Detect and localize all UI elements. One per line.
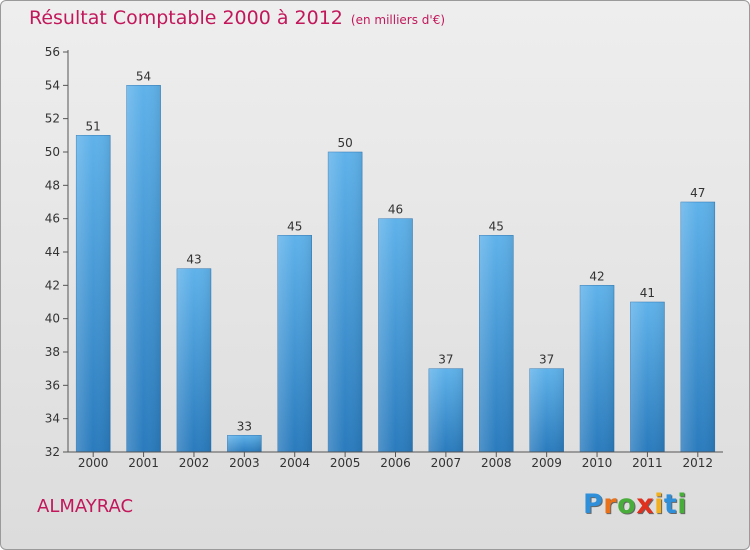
bar-highlight xyxy=(176,268,211,452)
bar-2000[interactable]: 51 xyxy=(75,119,111,453)
y-tick-label: 50 xyxy=(45,145,60,159)
bar-value-label: 45 xyxy=(489,219,504,233)
bar-value-label: 33 xyxy=(237,419,252,433)
brand-logo[interactable]: Proxiti xyxy=(583,489,687,520)
bar-highlight xyxy=(328,152,363,452)
bar-2010[interactable]: 42 xyxy=(579,269,615,453)
bar-2003[interactable]: 33 xyxy=(227,419,262,453)
y-tick-label: 42 xyxy=(45,278,60,292)
logo-letter: x xyxy=(636,489,655,520)
logo-letter: o xyxy=(617,489,637,520)
y-axis: 32 34 36 38 40 42 44 46 48 50 52 54 56 xyxy=(45,45,69,459)
bar-highlight xyxy=(529,368,564,452)
bars: 51 54 43 33 45 50 46 37 45 37 42 41 47 xyxy=(75,69,716,453)
x-tick-label: 2005 xyxy=(330,456,361,470)
y-tick-label: 32 xyxy=(45,445,60,459)
y-tick-label: 56 xyxy=(45,45,60,59)
bar-value-label: 37 xyxy=(539,353,554,367)
bar-highlight xyxy=(76,135,111,453)
bar-highlight xyxy=(428,368,463,452)
logo-letter: P xyxy=(583,489,604,520)
x-tick-label: 2000 xyxy=(78,456,109,470)
logo-letter: t xyxy=(663,489,678,520)
bar-value-label: 47 xyxy=(690,186,705,200)
y-tick-label: 54 xyxy=(45,78,60,92)
y-tick-label: 44 xyxy=(45,245,60,259)
logo-letter: i xyxy=(677,489,688,520)
logo-letter: i xyxy=(654,489,664,520)
bar-value-label: 43 xyxy=(186,253,201,267)
x-tick-label: 2004 xyxy=(279,456,310,470)
bar-2007[interactable]: 37 xyxy=(428,353,464,453)
x-tick-label: 2003 xyxy=(229,456,260,470)
logo-letter: r xyxy=(603,489,618,520)
x-tick-label: 2001 xyxy=(128,456,159,470)
location-name: ALMAYRAC xyxy=(37,496,134,517)
x-tick-label: 2006 xyxy=(380,456,411,470)
chart-title-block: Résultat Comptable 2000 à 2012 (en millie… xyxy=(29,7,445,29)
x-tick-label: 2010 xyxy=(582,456,613,470)
bar-2004[interactable]: 45 xyxy=(277,219,312,453)
y-tick-label: 36 xyxy=(45,378,60,392)
x-axis: 2000 2001 2002 2003 2004 2005 2006 2007 2008 2009… xyxy=(68,451,723,470)
x-tick-label: 2009 xyxy=(531,456,562,470)
x-tick-label: 2012 xyxy=(683,456,714,470)
bar-highlight xyxy=(479,235,514,452)
bar-value-label: 46 xyxy=(388,203,403,217)
y-tick-label: 46 xyxy=(45,212,60,226)
bar-2008[interactable]: 45 xyxy=(479,219,514,453)
y-tick-label: 34 xyxy=(45,412,60,426)
bar-highlight xyxy=(378,218,413,452)
bar-2009[interactable]: 37 xyxy=(529,353,564,453)
bar-highlight xyxy=(580,285,615,452)
bar-value-label: 41 xyxy=(640,286,655,300)
y-tick-label: 52 xyxy=(45,112,60,126)
bar-value-label: 45 xyxy=(287,219,302,233)
bar-2006[interactable]: 46 xyxy=(378,203,413,453)
y-tick-label: 40 xyxy=(45,312,60,326)
bar-2001[interactable]: 54 xyxy=(126,69,161,453)
y-tick-label: 38 xyxy=(45,345,60,359)
y-tick-label: 48 xyxy=(45,178,60,192)
x-tick-label: 2002 xyxy=(179,456,210,470)
bar-highlight xyxy=(630,302,665,452)
chart-subtitle: (en milliers d'€) xyxy=(350,13,446,27)
bar-2012[interactable]: 47 xyxy=(680,186,716,453)
bar-2002[interactable]: 43 xyxy=(176,253,212,453)
x-tick-label: 2007 xyxy=(431,456,462,470)
x-tick-label: 2008 xyxy=(481,456,512,470)
bar-value-label: 54 xyxy=(136,69,151,83)
x-tick-label: 2011 xyxy=(632,456,663,470)
bar-highlight xyxy=(126,85,161,452)
bar-value-label: 42 xyxy=(589,269,604,283)
bar-2005[interactable]: 50 xyxy=(327,136,363,453)
bar-2011[interactable]: 41 xyxy=(630,286,665,453)
bar-highlight xyxy=(277,235,312,452)
bar-highlight xyxy=(227,435,262,452)
bar-value-label: 51 xyxy=(86,119,101,133)
bar-highlight xyxy=(680,202,715,452)
chart-title: Résultat Comptable 2000 à 2012 xyxy=(29,7,343,29)
bar-value-label: 37 xyxy=(438,353,453,367)
bar-value-label: 50 xyxy=(337,136,352,150)
